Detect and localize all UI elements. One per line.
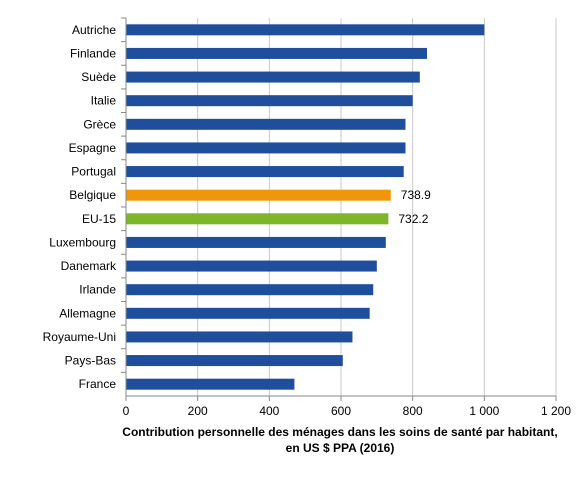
- category-label: Belgique: [69, 188, 116, 202]
- x-tick-label: 400: [259, 404, 279, 418]
- x-tick-label: 1 200: [541, 404, 571, 418]
- category-label: Espagne: [69, 141, 117, 155]
- bar: [126, 71, 420, 83]
- category-label: EU-15: [82, 212, 116, 226]
- category-label: Italie: [91, 94, 117, 108]
- category-label: Finlande: [70, 46, 116, 60]
- category-label: Luxembourg: [49, 235, 116, 249]
- bar: [126, 166, 404, 178]
- bar: [126, 331, 353, 343]
- category-label: Irlande: [79, 283, 116, 297]
- x-tick-label: 200: [188, 404, 208, 418]
- bar: [126, 95, 413, 107]
- category-label: Royaume-Uni: [43, 330, 116, 344]
- bar: [126, 284, 374, 296]
- bar: [126, 47, 427, 59]
- bar: [126, 118, 406, 130]
- category-label: Suède: [81, 70, 116, 84]
- bar: [126, 307, 370, 319]
- bar: [126, 378, 295, 390]
- bar: [126, 236, 386, 248]
- category-label: Allemagne: [59, 306, 116, 320]
- category-label: France: [79, 377, 117, 391]
- data-labels: 738.9 732.2: [398, 188, 431, 226]
- bar: [126, 24, 485, 36]
- x-tick-label: 1 000: [469, 404, 499, 418]
- x-tick-label: 0: [123, 404, 130, 418]
- axes: [121, 17, 557, 401]
- bar: [126, 142, 406, 154]
- data-label: 738.9: [401, 188, 431, 202]
- category-label: Danemark: [61, 259, 117, 273]
- bar: [126, 189, 391, 201]
- x-axis-label: Contribution personnelle des ménages dan…: [122, 425, 558, 455]
- bar: [126, 355, 343, 367]
- category-label: Pays-Bas: [65, 354, 116, 368]
- category-label: Grèce: [83, 117, 116, 131]
- category-labels: Autriche Finlande Suède Italie Grèce Espagne P…: [43, 23, 117, 391]
- bars: [126, 24, 485, 390]
- x-tick-label: 800: [403, 404, 423, 418]
- bar: [126, 213, 389, 225]
- bar: [126, 260, 377, 272]
- x-tick-labels: 0 200 400 600 800 1 000 1 200: [123, 404, 572, 418]
- category-label: Autriche: [72, 23, 116, 37]
- category-label: Portugal: [71, 165, 116, 179]
- data-label: 732.2: [398, 212, 428, 226]
- x-tick-label: 600: [331, 404, 351, 418]
